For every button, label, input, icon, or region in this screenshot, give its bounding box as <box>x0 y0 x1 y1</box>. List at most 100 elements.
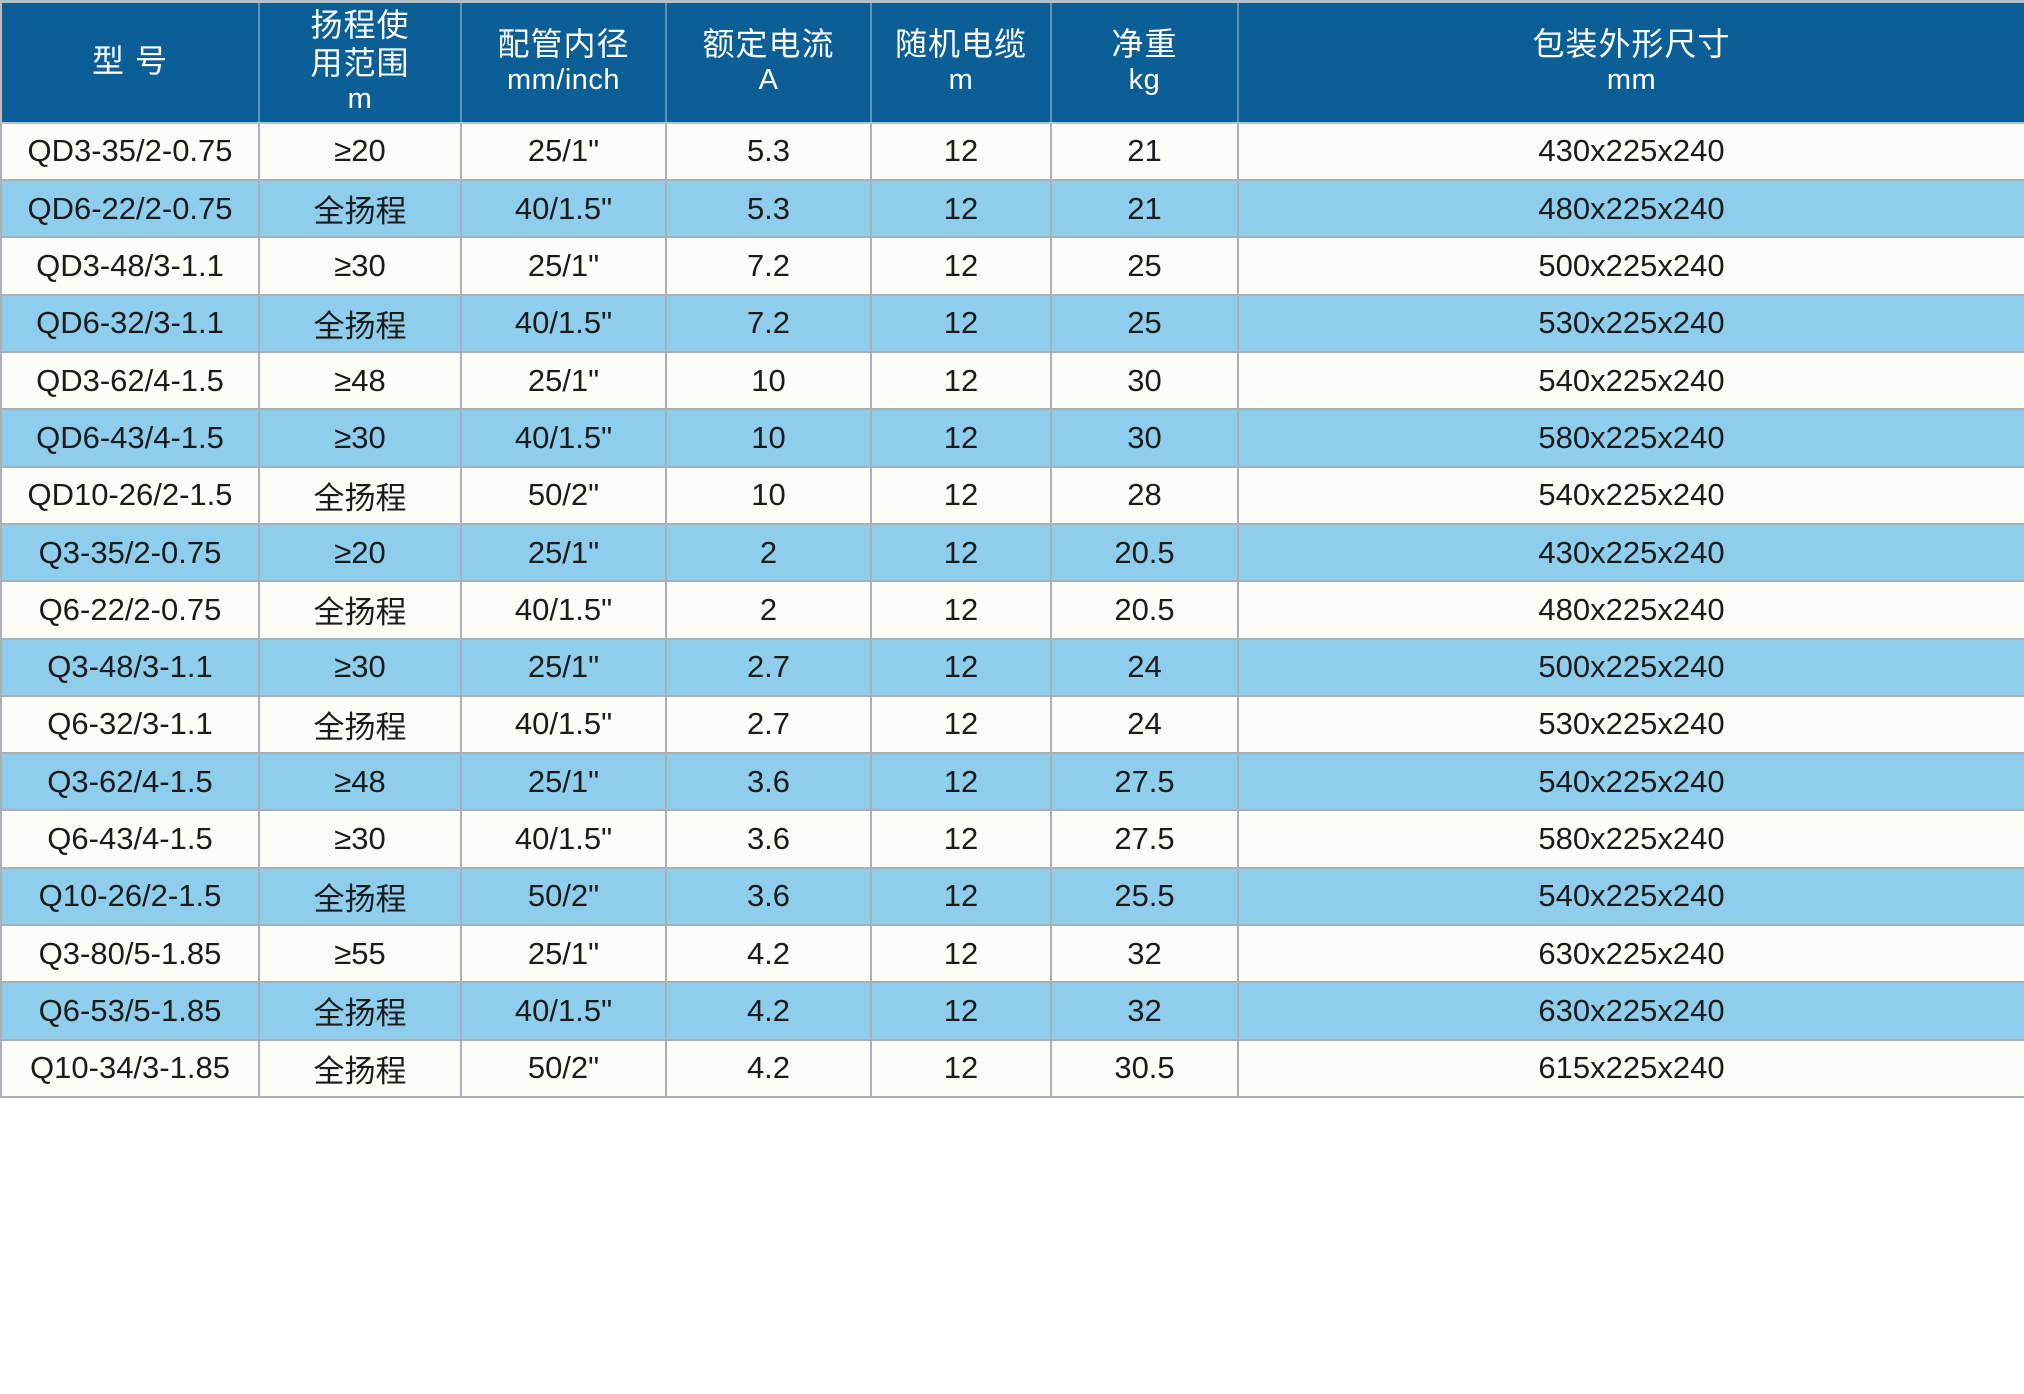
cell-pipe-inner-diameter: 50/2" <box>461 466 667 525</box>
cell-head-range: ≥30 <box>259 638 462 697</box>
cell-head-range: 全扬程 <box>259 982 462 1041</box>
cell-model: Q6-53/5-1.85 <box>0 982 260 1041</box>
cell-package-dimensions: 480x225x240 <box>1238 180 2024 239</box>
column-header-unit: m <box>347 82 373 115</box>
cell-cable-length: 12 <box>871 810 1052 869</box>
cell-pipe-inner-diameter: 25/1" <box>461 638 667 697</box>
cell-model: QD3-62/4-1.5 <box>0 352 260 411</box>
cell-pipe-inner-diameter: 40/1.5" <box>461 695 667 755</box>
cell-package-dimensions: 540x225x240 <box>1238 867 2024 927</box>
cell-package-dimensions: 430x225x240 <box>1238 523 2024 583</box>
cell-head-range: ≥20 <box>259 122 462 182</box>
column-header-net-weight: 净重 kg <box>1051 0 1239 124</box>
cell-cable-length: 12 <box>871 1039 1052 1098</box>
cell-rated-current: 2.7 <box>666 638 872 697</box>
cell-model: QD3-35/2-0.75 <box>0 122 260 182</box>
column-header-label: 净重 <box>1111 25 1178 62</box>
column-header-package-dimensions: 包装外形尺寸 mm <box>1238 0 2024 124</box>
cell-net-weight: 25.5 <box>1051 867 1239 927</box>
cell-model: Q3-62/4-1.5 <box>0 753 260 812</box>
cell-head-range: 全扬程 <box>259 695 462 755</box>
table-row: QD3-48/3-1.1 ≥30 25/1" 7.2 12 25 500x225x240 <box>0 237 2024 296</box>
cell-rated-current: 5.3 <box>666 122 872 182</box>
cell-net-weight: 27.5 <box>1051 753 1239 812</box>
cell-rated-current: 10 <box>666 409 872 468</box>
cell-net-weight: 21 <box>1051 122 1239 182</box>
table-row: Q6-43/4-1.5 ≥30 40/1.5" 3.6 12 27.5 580x225x24… <box>0 810 2024 869</box>
column-header-rated-current: 额定电流 A <box>666 0 872 124</box>
table-row: Q6-53/5-1.85 全扬程 40/1.5" 4.2 12 32 630x225x240 <box>0 982 2024 1041</box>
cell-pipe-inner-diameter: 50/2" <box>461 867 667 927</box>
cell-head-range: ≥48 <box>259 352 462 411</box>
table-row: QD10-26/2-1.5 全扬程 50/2" 10 12 28 540x225x240 <box>0 466 2024 525</box>
cell-head-range: ≥30 <box>259 237 462 296</box>
cell-pipe-inner-diameter: 50/2" <box>461 1039 667 1098</box>
specifications-table: 型 号扬程使 用范围 m 配管内径 mm/inch 额定电流 A 随机电缆 m 净重 kg 包装外形… <box>0 0 2024 1098</box>
cell-rated-current: 4.2 <box>666 982 872 1041</box>
cell-model: QD3-48/3-1.1 <box>0 237 260 296</box>
cell-rated-current: 10 <box>666 352 872 411</box>
column-header-unit: kg <box>1128 63 1161 96</box>
column-header-unit: A <box>758 63 779 96</box>
cell-rated-current: 2.7 <box>666 695 872 755</box>
cell-package-dimensions: 540x225x240 <box>1238 466 2024 525</box>
cell-pipe-inner-diameter: 40/1.5" <box>461 409 667 468</box>
cell-pipe-inner-diameter: 40/1.5" <box>461 982 667 1041</box>
cell-cable-length: 12 <box>871 695 1052 755</box>
column-header-label: 配管内径 <box>497 25 630 62</box>
cell-package-dimensions: 580x225x240 <box>1238 409 2024 468</box>
column-header-cable-length: 随机电缆 m <box>871 0 1052 124</box>
cell-package-dimensions: 480x225x240 <box>1238 581 2024 640</box>
column-header-model: 型 号 <box>0 0 260 124</box>
table-row: QD6-43/4-1.5 ≥30 40/1.5" 10 12 30 580x225x240 <box>0 409 2024 468</box>
cell-head-range: ≥30 <box>259 409 462 468</box>
cell-model: QD6-43/4-1.5 <box>0 409 260 468</box>
cell-package-dimensions: 615x225x240 <box>1238 1039 2024 1098</box>
cell-rated-current: 7.2 <box>666 237 872 296</box>
cell-model: Q3-35/2-0.75 <box>0 523 260 583</box>
cell-rated-current: 3.6 <box>666 810 872 869</box>
cell-head-range: 全扬程 <box>259 1039 462 1098</box>
cell-net-weight: 25 <box>1051 294 1239 354</box>
cell-model: Q6-43/4-1.5 <box>0 810 260 869</box>
cell-package-dimensions: 430x225x240 <box>1238 122 2024 182</box>
cell-cable-length: 12 <box>871 409 1052 468</box>
cell-cable-length: 12 <box>871 294 1052 354</box>
table-row: QD6-32/3-1.1 全扬程 40/1.5" 7.2 12 25 530x225x240 <box>0 294 2024 354</box>
cell-rated-current: 4.2 <box>666 925 872 984</box>
cell-package-dimensions: 500x225x240 <box>1238 638 2024 697</box>
cell-package-dimensions: 540x225x240 <box>1238 352 2024 411</box>
cell-cable-length: 12 <box>871 867 1052 927</box>
cell-head-range: ≥20 <box>259 523 462 583</box>
cell-pipe-inner-diameter: 40/1.5" <box>461 180 667 239</box>
column-header-pipe-inner-diameter: 配管内径 mm/inch <box>461 0 667 124</box>
table-row: Q3-80/5-1.85 ≥55 25/1" 4.2 12 32 630x225x240 <box>0 925 2024 984</box>
cell-net-weight: 30 <box>1051 409 1239 468</box>
table-row: Q3-35/2-0.75 ≥20 25/1" 2 12 20.5 430x225x240 <box>0 523 2024 583</box>
cell-rated-current: 2 <box>666 581 872 640</box>
column-header-unit: m <box>948 63 974 96</box>
cell-model: Q10-26/2-1.5 <box>0 867 260 927</box>
cell-pipe-inner-diameter: 25/1" <box>461 122 667 182</box>
cell-pipe-inner-diameter: 40/1.5" <box>461 810 667 869</box>
column-header-label: 额定电流 <box>702 25 835 62</box>
cell-pipe-inner-diameter: 40/1.5" <box>461 581 667 640</box>
cell-cable-length: 12 <box>871 122 1052 182</box>
cell-cable-length: 12 <box>871 237 1052 296</box>
cell-model: Q10-34/3-1.85 <box>0 1039 260 1098</box>
cell-package-dimensions: 530x225x240 <box>1238 294 2024 354</box>
cell-model: QD6-32/3-1.1 <box>0 294 260 354</box>
cell-rated-current: 3.6 <box>666 753 872 812</box>
column-header-unit: mm/inch <box>506 63 621 96</box>
cell-net-weight: 32 <box>1051 925 1239 984</box>
header-row: 型 号扬程使 用范围 m 配管内径 mm/inch 额定电流 A 随机电缆 m 净重 kg 包装外形… <box>0 0 2024 124</box>
cell-head-range: 全扬程 <box>259 581 462 640</box>
cell-package-dimensions: 500x225x240 <box>1238 237 2024 296</box>
table-row: Q3-62/4-1.5 ≥48 25/1" 3.6 12 27.5 540x225x240 <box>0 753 2024 812</box>
cell-pipe-inner-diameter: 40/1.5" <box>461 294 667 354</box>
cell-net-weight: 28 <box>1051 466 1239 525</box>
cell-head-range: ≥48 <box>259 753 462 812</box>
cell-pipe-inner-diameter: 25/1" <box>461 237 667 296</box>
table-row: Q10-26/2-1.5 全扬程 50/2" 3.6 12 25.5 540x225x240 <box>0 867 2024 927</box>
cell-net-weight: 27.5 <box>1051 810 1239 869</box>
